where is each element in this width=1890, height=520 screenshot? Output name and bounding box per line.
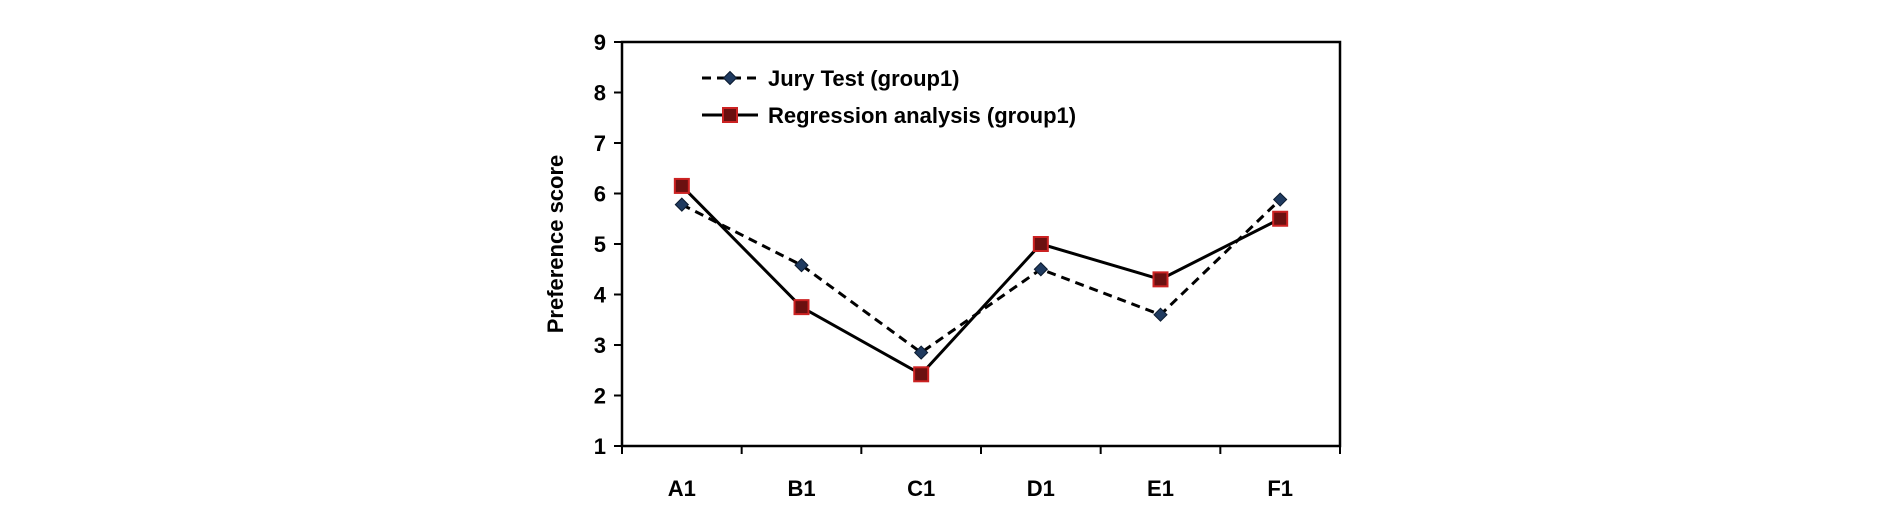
legend-marker bbox=[722, 70, 738, 86]
legend-item: Regression analysis (group1) bbox=[702, 103, 1076, 128]
data-point bbox=[674, 197, 690, 212]
data-point bbox=[913, 366, 930, 383]
series-jury-test bbox=[674, 192, 1288, 360]
x-tick-label: D1 bbox=[1027, 476, 1055, 501]
y-tick-label: 8 bbox=[594, 81, 606, 106]
x-tick-label: A1 bbox=[668, 476, 696, 501]
data-point bbox=[1033, 262, 1049, 277]
x-axis: A1 B1 C1 D1 E1 F1 bbox=[621, 446, 1341, 501]
y-tick-label: 5 bbox=[594, 232, 606, 257]
y-tick-label: 1 bbox=[594, 434, 606, 459]
data-point bbox=[1153, 307, 1168, 322]
legend-marker bbox=[722, 107, 738, 123]
x-tick-label: E1 bbox=[1147, 476, 1174, 501]
y-tick-label: 6 bbox=[594, 182, 606, 207]
y-tick-label: 4 bbox=[594, 283, 607, 308]
data-point bbox=[1032, 236, 1049, 252]
legend-label: Jury Test (group1) bbox=[768, 66, 960, 91]
data-point bbox=[1272, 192, 1288, 207]
legend-item: Jury Test (group1) bbox=[702, 66, 960, 91]
data-point bbox=[793, 299, 810, 316]
x-tick-label: F1 bbox=[1267, 476, 1293, 501]
data-point bbox=[1152, 271, 1169, 288]
x-tick-label: B1 bbox=[787, 476, 815, 501]
y-axis: 1 2 3 4 5 6 7 8 9 bbox=[594, 30, 622, 459]
y-tick-label: 7 bbox=[594, 131, 606, 156]
series-layer bbox=[673, 177, 1289, 383]
data-point bbox=[794, 258, 809, 273]
y-tick-label: 3 bbox=[594, 333, 606, 358]
y-tick-label: 2 bbox=[594, 384, 606, 409]
legend: Jury Test (group1) Regression analysis (g… bbox=[702, 66, 1076, 128]
data-point bbox=[1272, 210, 1289, 227]
y-axis-title: Preference score bbox=[543, 155, 568, 334]
x-tick-label: C1 bbox=[907, 476, 935, 501]
series-line bbox=[680, 184, 1281, 377]
data-point bbox=[673, 177, 690, 194]
series-line bbox=[681, 198, 1282, 355]
series-regression-analysis bbox=[673, 177, 1289, 383]
legend-label: Regression analysis (group1) bbox=[768, 103, 1076, 128]
data-point bbox=[913, 345, 929, 360]
y-tick-label: 9 bbox=[594, 30, 606, 55]
plot-area bbox=[620, 40, 1342, 448]
